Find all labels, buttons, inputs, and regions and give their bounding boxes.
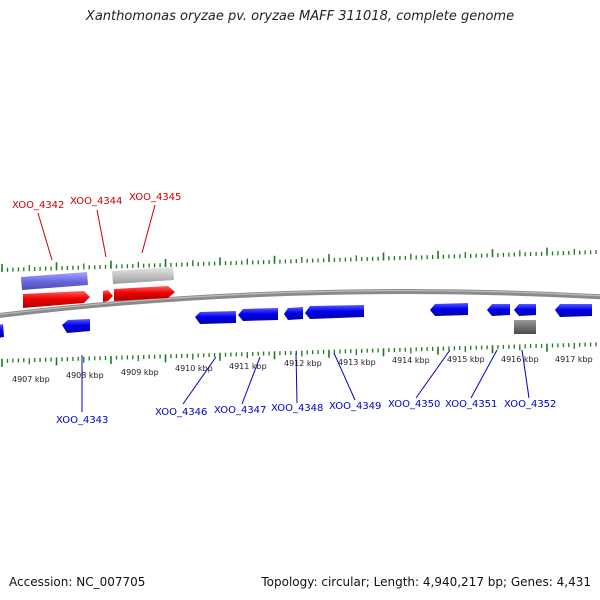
genome-backbone-highlight [0, 289, 600, 316]
gene-label-xoo-4347: XOO_4347 [214, 405, 266, 416]
scale-label: 4916 kbp [501, 355, 539, 364]
gene-xoo-4350 [430, 303, 468, 316]
gene-label-xoo-4342: XOO_4342 [12, 200, 64, 211]
gene-right-edge [555, 304, 592, 317]
gene-xoo-4344 [103, 290, 113, 302]
leader-lines-blue [81, 349, 530, 412]
scale-label: 4910 kbp [175, 364, 213, 373]
gene-xoo-4347 [238, 308, 278, 321]
gene-xoo-4343 [62, 319, 90, 333]
gene-partial-left [0, 324, 4, 338]
scale-label: 4907 kbp [12, 375, 50, 384]
gene-label-xoo-4345: XOO_4345 [129, 192, 181, 203]
scale-label: 4911 kbp [229, 362, 267, 371]
gene-xoo-4351 [487, 304, 510, 316]
gene-label-xoo-4344: XOO_4344 [70, 196, 122, 207]
tick-row-bottom [1, 342, 597, 367]
gene-xoo-4348 [284, 307, 303, 320]
scale-label: 4909 kbp [121, 368, 159, 377]
gene-label-xoo-4343: XOO_4343 [56, 415, 108, 426]
gene-xoo-4345 [114, 286, 175, 301]
genome-summary-text: Topology: circular; Length: 4,940,217 bp… [261, 575, 591, 589]
scale-label: 4908 kbp [66, 371, 104, 380]
feature-gray-dark [514, 320, 536, 334]
gene-label-xoo-4348: XOO_4348 [271, 403, 323, 414]
accession-text: Accession: NC_007705 [9, 575, 146, 589]
gene-xoo-4342 [23, 291, 90, 308]
gene-label-xoo-4350: XOO_4350 [388, 399, 440, 410]
gene-label-xoo-4346: XOO_4346 [155, 407, 207, 418]
tick-row-top [1, 247, 597, 272]
leader-lines-red [37, 204, 156, 261]
gene-label-xoo-4349: XOO_4349 [329, 401, 381, 412]
genome-backbone [0, 289, 600, 318]
scale-label: 4917 kbp [555, 355, 593, 364]
gene-xoo-4346 [195, 311, 236, 324]
gene-label-xoo-4352: XOO_4352 [504, 399, 556, 410]
gene-label-xoo-4351: XOO_4351 [445, 399, 497, 410]
feature-gray-light [112, 267, 174, 284]
scale-label: 4913 kbp [338, 358, 376, 367]
scale-label: 4914 kbp [392, 356, 430, 365]
scale-label: 4915 kbp [447, 355, 485, 364]
gene-xoo-4352 [514, 304, 536, 316]
page-title: Xanthomonas oryzae pv. oryzae MAFF 31101… [85, 9, 515, 24]
gene-xoo-4349 [305, 305, 364, 319]
feature-purple [21, 272, 88, 290]
scale-label: 4912 kbp [284, 359, 322, 368]
